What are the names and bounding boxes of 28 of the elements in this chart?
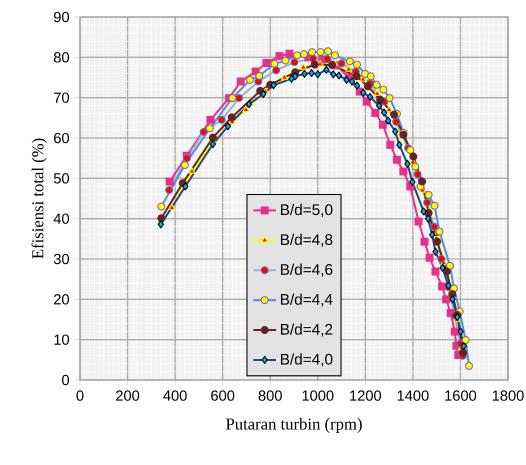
x-tick-label: 1200 [350, 390, 382, 401]
y-tick-label: 40 [54, 213, 70, 224]
x-tick-label: 0 [76, 390, 84, 401]
x-tick-label: 1600 [445, 390, 476, 401]
x-tick-label: 600 [211, 390, 234, 401]
y-axis-title: Efisiensi total (%) [32, 138, 47, 259]
y-tick-label: 20 [54, 294, 70, 305]
x-tick-label: 1000 [302, 390, 334, 401]
x-tick-label: 1400 [398, 390, 429, 401]
legend-label: B/d=4,4 [280, 294, 333, 307]
x-tick-label: 1800 [492, 390, 524, 401]
y-tick-label: 60 [54, 132, 70, 144]
legend-label: B/d=5,0 [280, 204, 332, 217]
x-tick-label: 400 [163, 390, 187, 401]
y-tick-label: 80 [54, 52, 70, 63]
x-axis-title: Putaran turbin (rpm) [226, 418, 362, 434]
legend-label: B/d=4,2 [280, 323, 332, 337]
legend-label: B/d=4,8 [280, 234, 332, 247]
y-tick-label: 70 [54, 92, 70, 103]
x-tick-label: 200 [116, 390, 140, 401]
y-tick-label: 30 [54, 254, 70, 264]
x-tick-label: 800 [258, 390, 282, 401]
y-tick-label: 90 [54, 12, 70, 22]
y-tick-label: 50 [54, 173, 70, 184]
legend-label: B/d=4,6 [280, 264, 332, 277]
y-tick-label: 10 [54, 334, 70, 345]
y-tick-label: 0 [62, 374, 70, 386]
legend-label: B/d=4,0 [280, 353, 332, 366]
